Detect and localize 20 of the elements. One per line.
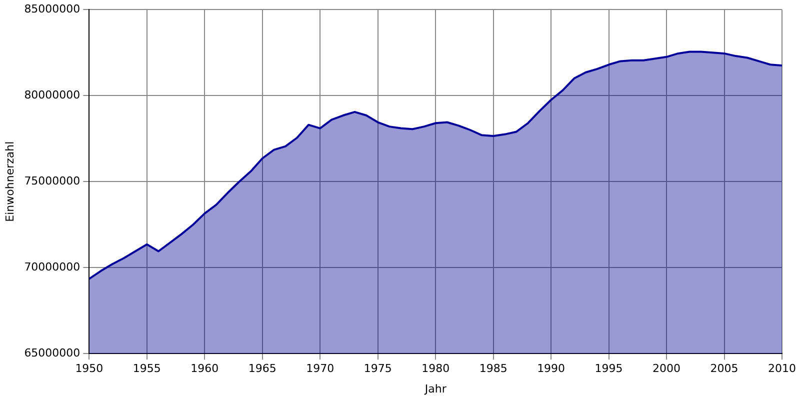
y-tick-label: 80000000	[24, 88, 80, 102]
x-axis-title: Jahr	[424, 382, 447, 396]
x-tick-label: 2000	[652, 362, 681, 376]
y-tick-label: 65000000	[24, 346, 80, 360]
x-tick-label: 1980	[422, 362, 450, 376]
y-tick-label: 85000000	[24, 2, 80, 16]
y-tick-label: 70000000	[24, 260, 80, 274]
x-tick-label: 1985	[479, 362, 508, 376]
x-tick-label: 1995	[594, 362, 623, 376]
x-tick-label: 1955	[132, 362, 161, 376]
x-tick-label: 1975	[364, 362, 392, 376]
x-tick-label: 1950	[75, 362, 104, 376]
y-tick-label: 75000000	[24, 174, 80, 188]
x-tick-label: 1960	[190, 362, 219, 376]
x-tick-label: 2005	[710, 362, 738, 376]
y-axis-title: Einwohnerzahl	[3, 141, 16, 222]
x-tick-label: 1965	[248, 362, 276, 376]
x-tick-label: 2010	[768, 362, 796, 376]
x-tick-label: 1970	[306, 362, 334, 376]
x-tick-label: 1990	[537, 362, 566, 376]
